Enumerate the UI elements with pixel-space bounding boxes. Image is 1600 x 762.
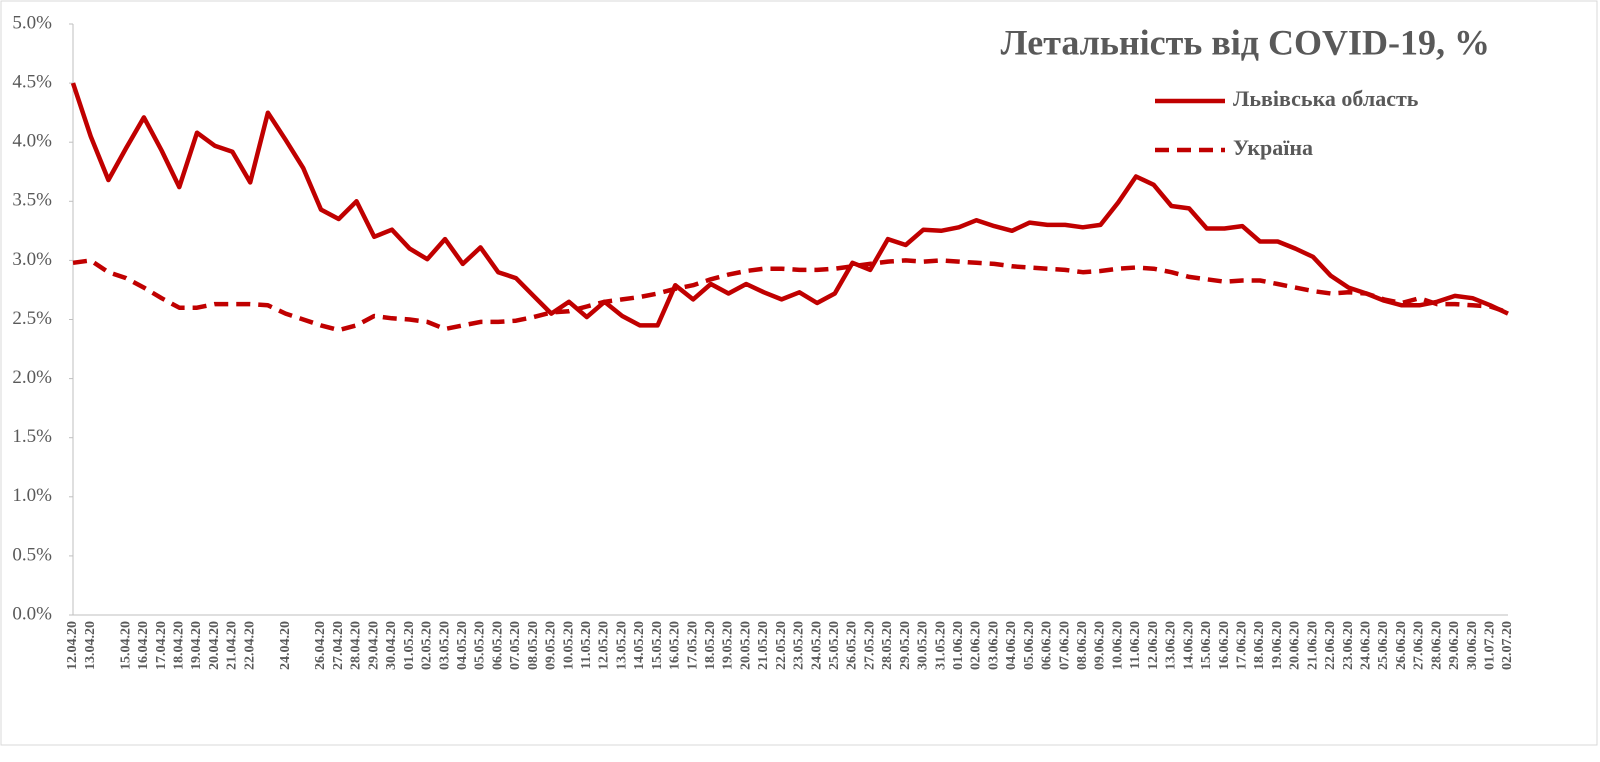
x-tick-label: 06.06.20 <box>1040 621 1055 670</box>
x-tick-label: 05.05.20 <box>473 621 488 670</box>
x-tick-label: 14.06.20 <box>1181 621 1196 670</box>
x-tick-label: 21.06.20 <box>1305 621 1320 670</box>
legend-label: Україна <box>1233 135 1313 160</box>
x-tick-label: 19.06.20 <box>1270 621 1285 670</box>
x-tick-label: 16.05.20 <box>668 621 683 670</box>
x-tick-label: 20.06.20 <box>1288 621 1303 670</box>
x-tick-label: 13.06.20 <box>1164 621 1179 670</box>
y-tick-label: 3.5% <box>12 190 52 211</box>
x-tick-label: 04.05.20 <box>455 621 470 670</box>
x-tick-label: 09.05.20 <box>544 621 559 670</box>
x-tick-label: 24.05.20 <box>809 621 824 670</box>
x-tick-label: 29.04.20 <box>366 621 381 670</box>
x-tick-label: 28.04.20 <box>349 621 364 670</box>
y-tick-label: 2.0% <box>12 367 52 388</box>
x-tick-label: 05.06.20 <box>1022 621 1037 670</box>
y-tick-label: 3.0% <box>12 249 52 270</box>
x-tick-label: 08.06.20 <box>1075 621 1090 670</box>
x-tick-label: 26.05.20 <box>845 621 860 670</box>
y-tick-label: 1.0% <box>12 485 52 506</box>
x-tick-label: 17.05.20 <box>685 621 700 670</box>
x-tick-label: 21.04.20 <box>225 621 240 670</box>
x-tick-label: 03.05.20 <box>437 621 452 670</box>
x-tick-label: 23.06.20 <box>1341 621 1356 670</box>
x-tick-label: 04.06.20 <box>1004 621 1019 670</box>
x-tick-label: 26.04.20 <box>313 621 328 670</box>
x-tick-label: 22.06.20 <box>1323 621 1338 670</box>
x-tick-label: 02.05.20 <box>420 621 435 670</box>
x-tick-label: 25.06.20 <box>1376 621 1391 670</box>
x-tick-label: 12.06.20 <box>1146 621 1161 670</box>
x-tick-label: 18.04.20 <box>172 621 187 670</box>
x-tick-label: 22.04.20 <box>242 621 257 670</box>
x-tick-label: 08.05.20 <box>526 621 541 670</box>
x-tick-label: 03.06.20 <box>986 621 1001 670</box>
legend-label: Львівська область <box>1233 86 1419 111</box>
x-tick-label: 16.04.20 <box>136 621 151 670</box>
x-tick-label: 18.05.20 <box>703 621 718 670</box>
x-tick-label: 25.05.20 <box>827 621 842 670</box>
x-tick-label: 27.05.20 <box>862 621 877 670</box>
y-tick-label: 0.0% <box>12 603 52 624</box>
x-tick-label: 24.04.20 <box>278 621 293 670</box>
x-tick-label: 27.04.20 <box>331 621 346 670</box>
x-tick-label: 23.05.20 <box>792 621 807 670</box>
x-tick-label: 07.06.20 <box>1057 621 1072 670</box>
y-tick-label: 0.5% <box>12 544 52 565</box>
y-tick-label: 2.5% <box>12 308 52 329</box>
x-tick-label: 20.04.20 <box>207 621 222 670</box>
x-tick-label: 19.04.20 <box>189 621 204 670</box>
x-tick-label: 06.05.20 <box>490 621 505 670</box>
x-tick-label: 20.05.20 <box>738 621 753 670</box>
x-tick-label: 10.05.20 <box>561 621 576 670</box>
x-tick-label: 21.05.20 <box>756 621 771 670</box>
series-line <box>70 82 1509 328</box>
x-tick-label: 28.05.20 <box>880 621 895 670</box>
series-line <box>72 258 1509 333</box>
x-tick-label: 12.05.20 <box>597 621 612 670</box>
x-tick-label: 19.05.20 <box>721 621 736 670</box>
x-tick-label: 10.06.20 <box>1110 621 1125 670</box>
x-tick-label: 15.05.20 <box>650 621 665 670</box>
x-tick-label: 01.07.20 <box>1483 621 1498 670</box>
x-tick-label: 28.06.20 <box>1429 621 1444 670</box>
x-tick-label: 17.04.20 <box>154 621 169 670</box>
x-tick-label: 02.07.20 <box>1500 621 1515 670</box>
x-tick-label: 15.06.20 <box>1199 621 1214 670</box>
x-tick-label: 01.06.20 <box>951 621 966 670</box>
x-tick-label: 13.05.20 <box>614 621 629 670</box>
x-tick-label: 24.06.20 <box>1358 621 1373 670</box>
y-tick-label: 5.0% <box>12 12 52 33</box>
x-tick-label: 31.05.20 <box>933 621 948 670</box>
x-tick-label: 01.05.20 <box>402 621 417 670</box>
x-tick-label: 27.06.20 <box>1412 621 1427 670</box>
x-tick-label: 07.05.20 <box>508 621 523 670</box>
y-tick-label: 4.5% <box>12 71 52 92</box>
x-tick-label: 11.06.20 <box>1128 621 1143 669</box>
x-tick-label: 18.06.20 <box>1252 621 1267 670</box>
x-tick-label: 15.04.20 <box>118 621 133 670</box>
x-tick-label: 29.05.20 <box>898 621 913 670</box>
x-tick-label: 13.04.20 <box>83 621 98 670</box>
x-tick-label: 22.05.20 <box>774 621 789 670</box>
x-tick-label: 11.05.20 <box>579 621 594 669</box>
x-tick-label: 30.06.20 <box>1465 621 1480 670</box>
x-tick-label: 30.05.20 <box>916 621 931 670</box>
x-tick-label: 02.06.20 <box>969 621 984 670</box>
y-tick-label: 4.0% <box>12 131 52 152</box>
x-tick-label: 30.04.20 <box>384 621 399 670</box>
x-tick-label: 12.04.20 <box>65 621 80 670</box>
chart-title: Летальність від COVID-19, % <box>1001 22 1490 62</box>
x-tick-label: 09.06.20 <box>1093 621 1108 670</box>
x-tick-label: 26.06.20 <box>1394 621 1409 670</box>
x-tick-label: 29.06.20 <box>1447 621 1462 670</box>
x-tick-label: 16.06.20 <box>1217 621 1232 670</box>
x-tick-label: 17.06.20 <box>1234 621 1249 670</box>
y-tick-label: 1.5% <box>12 426 52 447</box>
x-tick-label: 14.05.20 <box>632 621 647 670</box>
